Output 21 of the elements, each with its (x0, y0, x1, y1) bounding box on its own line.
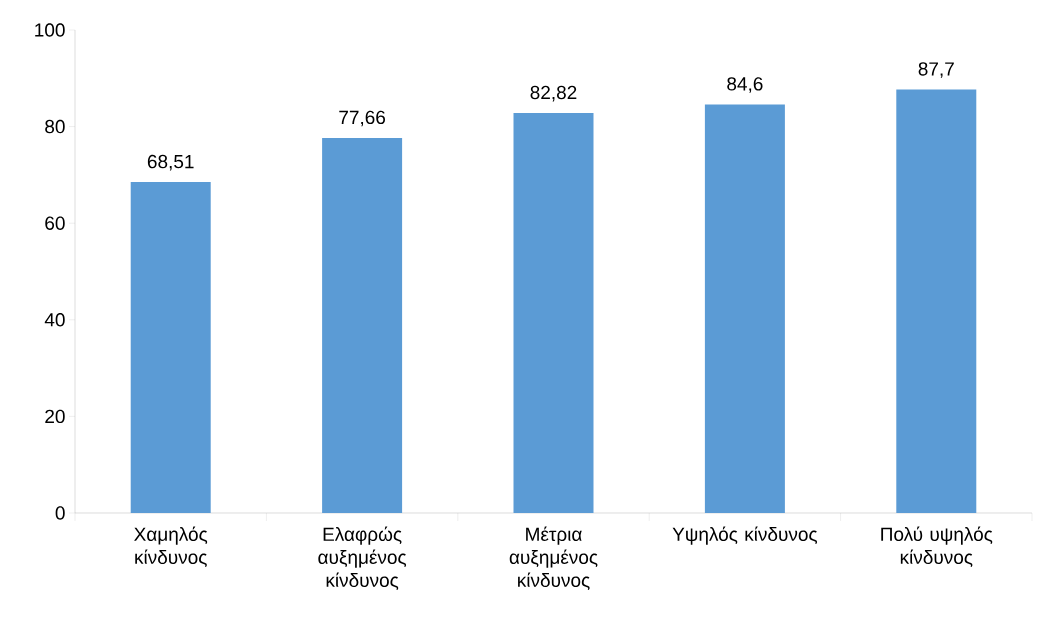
y-tick-label: 0 (55, 506, 65, 520)
x-tick-label: Ελαφρώς αυξημένος κίνδυνος (318, 526, 407, 591)
data-label: 77,66 (339, 110, 386, 127)
bar (513, 112, 594, 513)
y-tick-label: 80 (45, 119, 65, 134)
bar (322, 137, 403, 513)
bar (130, 182, 211, 513)
data-label: 68,51 (147, 154, 194, 171)
y-tick-label: 100 (35, 23, 65, 37)
data-label: 87,7 (918, 62, 954, 78)
x-tick-label: Μέτρια αυξημένος κίνδυνος (509, 526, 598, 591)
bar (704, 104, 785, 513)
y-tick-label: 20 (45, 409, 65, 424)
x-tick-label: Χαμηλός κίνδυνος (134, 526, 208, 568)
data-label: 82,82 (530, 85, 577, 102)
data-label: 84,6 (727, 77, 763, 93)
x-tick-label: Πολύ υψηλός κίνδυνος (881, 526, 993, 568)
bar (896, 89, 977, 513)
x-tick-label: Υψηλός κίνδυνος (672, 526, 818, 545)
y-tick-label: 60 (45, 216, 65, 230)
y-tick-label: 40 (44, 313, 65, 327)
